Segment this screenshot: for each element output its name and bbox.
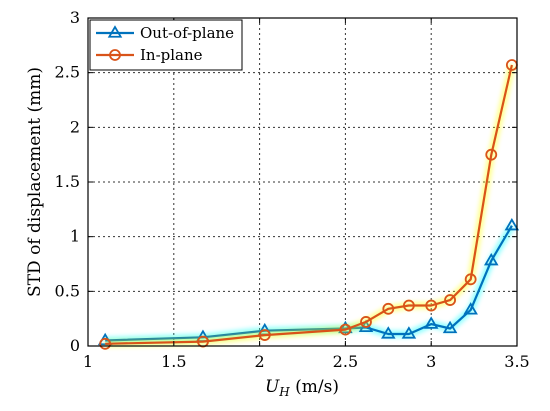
y-axis-label: STD of displacement (mm) [25,67,45,297]
y-tick-label: 1 [70,227,80,246]
data-point [504,217,520,231]
data-point [442,320,458,334]
legend-item-in-plane: In-plane [96,46,203,64]
legend-label: In-plane [140,46,203,64]
y-tick-label: 2 [70,117,80,136]
data-point [425,299,438,312]
y-tick-label: 0 [70,336,80,355]
legend-item-out-of-plane: Out-of-plane [96,24,234,42]
y-tick-label: 3 [70,8,80,27]
x-tick-label: 2.5 [333,352,358,371]
series-line [105,225,513,342]
series-line [105,64,513,345]
x-tick-label: 1 [83,352,93,371]
data-point [382,302,395,315]
y-tick-label: 2.5 [55,63,80,82]
series-in-plane [99,59,518,350]
data-point [381,326,396,339]
data-point [444,294,456,306]
data-point [339,323,352,336]
data-point [464,273,477,286]
data-point [485,148,498,161]
grid [88,18,517,346]
legend-items: Out-of-plane In-plane [96,24,234,64]
y-tick-label: 0.5 [55,281,80,300]
x-tick-label: 3.5 [504,352,529,371]
legend-marker [107,25,123,38]
x-tick-label: 1.5 [161,352,186,371]
series-layer [97,59,520,350]
legend: Out-of-plane In-plane [89,19,243,71]
x-tick-label: 3 [426,352,436,371]
data-point [463,302,478,315]
data-point [258,329,271,341]
data-point [402,299,415,312]
legend-label: Out-of-plane [140,24,234,42]
x-axis-label-units: (m/s) [290,377,339,397]
data-point [423,316,439,329]
series-out-of-plane [97,217,520,346]
data-point [401,326,417,339]
data-point [99,337,112,350]
data-point [197,335,209,348]
x-axis-label: UH (m/s) [265,377,339,399]
tick-labels: 1 1.5 2 2.5 3 3.5 0 0.5 1 1.5 2 2.5 3 [55,8,530,371]
x-axis-label-var: U [265,377,280,397]
data-point [360,316,372,328]
y-tick-label: 1.5 [55,172,80,191]
ticks [87,17,518,347]
legend-marker [109,49,121,61]
data-point [483,252,499,266]
x-axis-label-sub: H [278,385,290,399]
x-tick-label: 2 [255,352,265,371]
